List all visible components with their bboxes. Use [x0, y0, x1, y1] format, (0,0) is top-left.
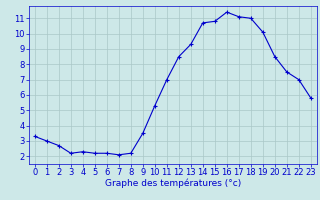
X-axis label: Graphe des températures (°c): Graphe des températures (°c) [105, 179, 241, 188]
